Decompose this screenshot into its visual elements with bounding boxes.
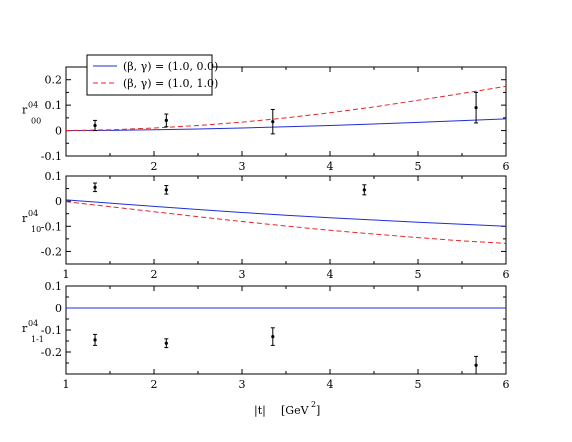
x-tick-label: 6 (503, 378, 510, 391)
legend: (β, γ) = (1.0, 0.0) (β, γ) = (1.0, 1.0) (86, 54, 218, 96)
data-point (474, 363, 478, 367)
data-point (164, 118, 168, 122)
x-tick-label: 6 (503, 160, 510, 173)
y-tick-label: -0.2 (41, 245, 62, 258)
y-axis-label-sup: 04 (28, 319, 38, 328)
x-axis-label: |t| [GeV 2] (254, 400, 320, 418)
x-tick-label: 2 (151, 378, 158, 391)
legend-box (86, 54, 213, 96)
x-tick-label: 2 (151, 160, 158, 173)
y-axis-label-sub: 10 (31, 225, 41, 234)
series-line-2 (66, 201, 506, 244)
plot-frame (65, 285, 507, 375)
data-point (474, 106, 478, 110)
x-tick-label: 3 (239, 160, 246, 173)
y-tick-label: -0.1 (41, 324, 62, 337)
data-point (362, 188, 366, 192)
x-tick-label: 2 (151, 268, 158, 281)
y-axis-label-sub: 00 (31, 117, 41, 126)
y-tick-label: 0.1 (45, 170, 63, 183)
x-tick-label: 5 (415, 268, 422, 281)
y-axis-label-main: r (22, 212, 28, 225)
y-tick-label: 0 (55, 195, 62, 208)
data-point (93, 185, 97, 189)
x-tick-label: 4 (327, 378, 334, 391)
x-axis-label-unit-close: ] (316, 404, 320, 417)
series-line-2 (66, 85, 506, 132)
y-axis-label-main: r (22, 104, 28, 117)
y-tick-label: 0 (55, 302, 62, 315)
data-point (164, 188, 168, 192)
y-tick-label: 0 (55, 125, 62, 138)
y-tick-label: -0.1 (41, 150, 62, 163)
series-line-1 (66, 118, 506, 132)
y-axis-label-sub: 1-1 (31, 335, 44, 344)
x-tick-label: 1 (63, 268, 70, 281)
x-tick-label: 4 (327, 160, 334, 173)
x-tick-label: 1 (63, 378, 70, 391)
x-tick-label: 4 (327, 268, 334, 281)
data-point (93, 123, 97, 128)
y-axis-label-sup: 04 (28, 209, 38, 218)
x-tick-label: 5 (415, 378, 422, 391)
y-tick-label: 0.1 (45, 99, 63, 112)
x-tick-label: 5 (415, 160, 422, 173)
panel-2: 1 2 3 4 5 6 -0.2 -0.1 0 0.1 r 04 10 (22, 170, 510, 281)
x-tick-label: 3 (239, 268, 246, 281)
data-point (271, 120, 275, 124)
y-tick-label: -0.1 (41, 220, 62, 233)
x-tick-label: 6 (503, 268, 510, 281)
legend-label-2: (β, γ) = (1.0, 1.0) (123, 77, 218, 90)
panel-1: 2 3 4 5 6 -0.1 0 0.1 0.2 r 04 00 (22, 66, 510, 173)
y-axis-label-sup: 04 (28, 101, 38, 110)
x-axis-label-main: |t| (254, 404, 266, 418)
plot-frame (65, 175, 507, 265)
x-tick-label: 3 (239, 378, 246, 391)
x-axis-label-unit: [GeV (281, 404, 310, 417)
y-axis-label-main: r (22, 322, 28, 335)
data-point (93, 338, 97, 342)
y-tick-label: 0.1 (45, 280, 63, 293)
legend-label-1: (β, γ) = (1.0, 0.0) (123, 60, 218, 73)
y-tick-label: -0.2 (41, 346, 62, 359)
series-line-1 (66, 199, 506, 227)
y-tick-label: 0.2 (45, 74, 63, 87)
panel-3: 1 2 3 4 5 6 -0.2 -0.1 0 0.1 r 04 1-1 (22, 280, 510, 391)
x-axis-label-unit-sup: 2 (311, 400, 316, 409)
data-point (164, 341, 168, 345)
data-point (271, 335, 275, 339)
